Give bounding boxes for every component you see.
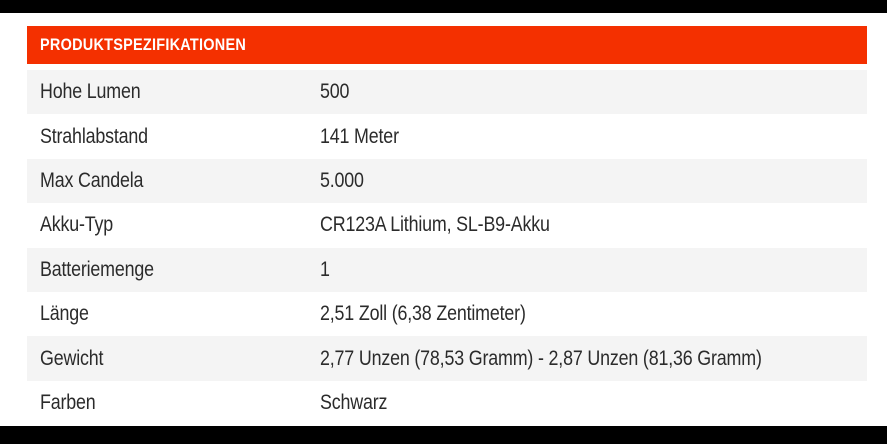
spec-value-cell: 2,77 Unzen (78,53 Gramm) - 2,87 Unzen (8… xyxy=(320,347,867,371)
spec-label: Hohe Lumen xyxy=(40,80,141,104)
spec-label-cell: Gewicht xyxy=(27,347,320,371)
spec-value: CR123A Lithium, SL-B9-Akku xyxy=(320,213,550,237)
spec-label-cell: Farben xyxy=(27,391,320,415)
spec-label-cell: Max Candela xyxy=(27,169,320,193)
specs-header-title: PRODUKTSPEZIFIKATIONEN xyxy=(40,35,247,54)
spec-value: 2,77 Unzen (78,53 Gramm) - 2,87 Unzen (8… xyxy=(320,346,762,370)
spec-row: Max Candela 5.000 xyxy=(27,158,867,204)
spec-label: Gewicht xyxy=(40,346,104,370)
spec-label: Akku-Typ xyxy=(40,213,114,237)
product-specs-table: PRODUKTSPEZIFIKATIONEN Hohe Lumen 500 St… xyxy=(27,26,867,426)
spec-label-cell: Hohe Lumen xyxy=(27,80,320,104)
spec-rows: Hohe Lumen 500 Strahlabstand 141 Meter M… xyxy=(27,70,867,426)
spec-value-cell: 5.000 xyxy=(320,169,867,193)
spec-value-cell: 141 Meter xyxy=(320,125,867,149)
spec-value-cell: 500 xyxy=(320,80,867,104)
spec-row: Batteriemenge 1 xyxy=(27,247,867,292)
spec-label: Länge xyxy=(40,302,89,326)
spec-row: Länge 2,51 Zoll (6,38 Zentimeter) xyxy=(27,291,867,337)
spec-value-cell: Schwarz xyxy=(320,391,867,415)
spec-label: Farben xyxy=(40,390,96,414)
specs-header: PRODUKTSPEZIFIKATIONEN xyxy=(27,26,867,64)
spec-label-cell: Länge xyxy=(27,302,320,326)
spec-row: Hohe Lumen 500 xyxy=(27,70,867,115)
spec-value-cell: 1 xyxy=(320,258,867,282)
spec-value: 2,51 Zoll (6,38 Zentimeter) xyxy=(320,302,526,326)
spec-label: Batteriemenge xyxy=(40,257,154,281)
header-row-gap xyxy=(27,64,867,70)
spec-label-cell: Akku-Typ xyxy=(27,213,320,237)
spec-label-cell: Batteriemenge xyxy=(27,258,320,282)
spec-value-cell: CR123A Lithium, SL-B9-Akku xyxy=(320,213,867,237)
spec-label-cell: Strahlabstand xyxy=(27,125,320,149)
spec-value: 500 xyxy=(320,80,350,104)
spec-row: Akku-Typ CR123A Lithium, SL-B9-Akku xyxy=(27,203,867,248)
spec-value: Schwarz xyxy=(320,390,388,414)
spec-row: Strahlabstand 141 Meter xyxy=(27,114,867,159)
spec-value: 1 xyxy=(320,257,330,281)
spec-value: 5.000 xyxy=(320,168,364,192)
spec-row: Gewicht 2,77 Unzen (78,53 Gramm) - 2,87 … xyxy=(27,336,867,381)
spec-label: Strahlabstand xyxy=(40,124,148,148)
spec-row: Farben Schwarz xyxy=(27,380,867,426)
spec-label: Max Candela xyxy=(40,168,144,192)
top-letterbox-bar xyxy=(0,0,887,13)
spec-value-cell: 2,51 Zoll (6,38 Zentimeter) xyxy=(320,302,867,326)
bottom-letterbox-bar xyxy=(0,426,887,444)
spec-value: 141 Meter xyxy=(320,124,399,148)
